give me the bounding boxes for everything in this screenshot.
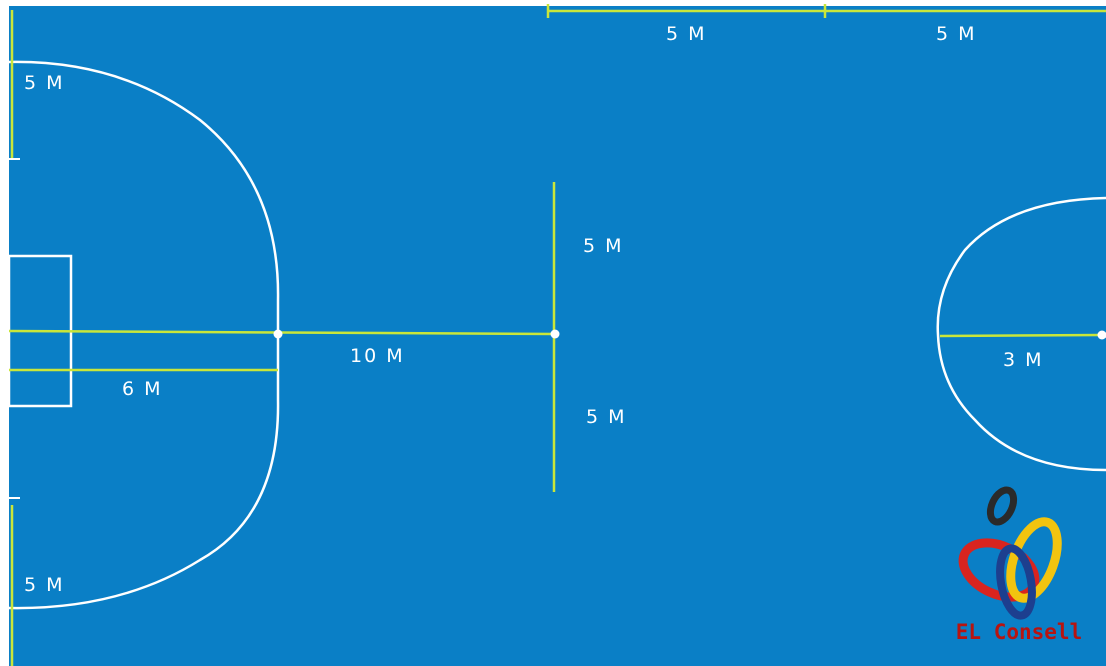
label-center-lower-5m: 5 M [586, 406, 627, 428]
junction-area [273, 329, 283, 339]
label-center-upper-5m: 5 M [583, 235, 624, 257]
center-circle [936, 196, 1106, 472]
label-left-top-5m: 5 M [24, 72, 65, 94]
label-top-right-5m: 5 M [936, 23, 977, 45]
label-circle-3m: 3 M [1003, 349, 1044, 371]
logo-text: EL Consell [955, 620, 1083, 644]
label-area-6m: 6 M [122, 378, 163, 400]
circle-radius-line [939, 333, 1103, 338]
goal-area-arc [8, 60, 280, 610]
junction-points [273, 329, 1106, 340]
junction-center [550, 329, 560, 339]
label-top-left-5m: 5 M [666, 23, 707, 45]
label-center-10m: 10 M [350, 345, 405, 367]
junction-circle-center [1097, 330, 1106, 340]
label-left-bottom-5m: 5 M [24, 574, 65, 596]
el-consell-logo: EL Consell [944, 480, 1094, 660]
logo-head-shape [986, 486, 1018, 526]
left-ticks [9, 158, 20, 499]
logo-mark-icon [958, 486, 1062, 620]
logo-navy-ring [996, 544, 1036, 620]
